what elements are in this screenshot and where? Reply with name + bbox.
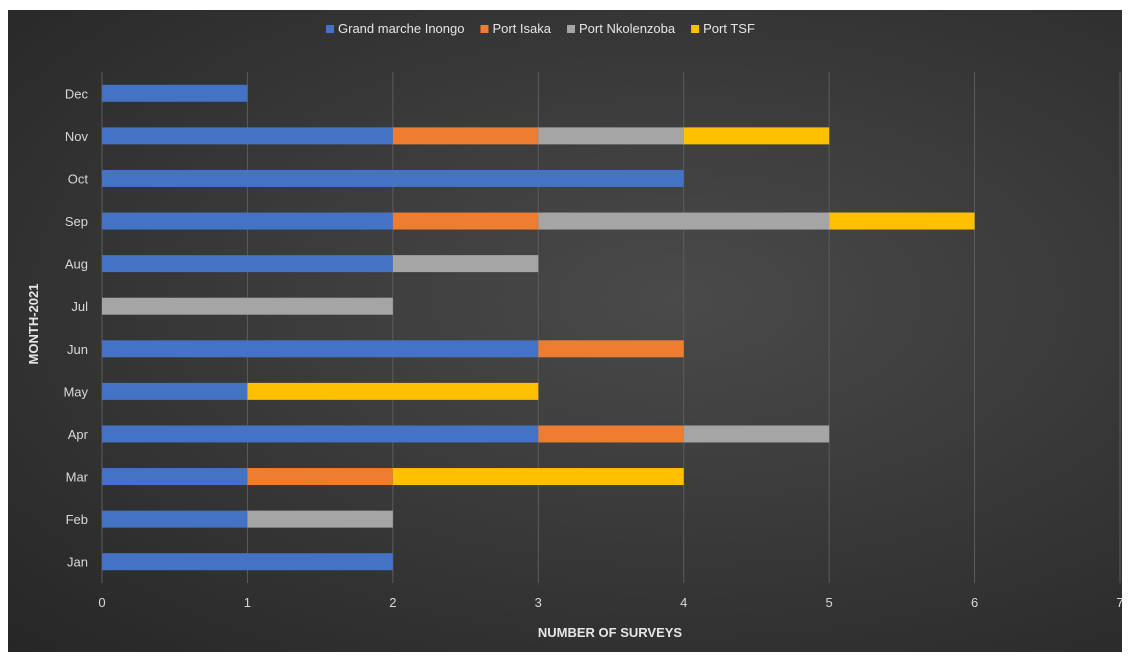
- x-tick-label: 5: [826, 595, 833, 610]
- legend-swatch: [567, 25, 575, 33]
- y-tick-label: Jul: [71, 299, 88, 314]
- legend-label: Port TSF: [703, 21, 755, 36]
- bar-segment: [392, 468, 684, 486]
- bar-segment: [102, 127, 393, 145]
- x-axis-title: NUMBER OF SURVEYS: [538, 625, 683, 640]
- x-tick-label: 6: [971, 595, 978, 610]
- stacked-bar-chart: Grand marche Inongo Port Isaka Port Nkolen…: [26, 21, 1124, 640]
- legend-label: Port Nkolenzoba: [579, 21, 676, 36]
- x-tick-label: 2: [389, 595, 396, 610]
- bar-segment: [102, 169, 684, 187]
- legend-label: Grand marche Inongo: [338, 21, 464, 36]
- bar-segment: [102, 553, 393, 571]
- y-tick-label: Jan: [67, 555, 88, 570]
- gridlines: [101, 72, 1121, 583]
- x-tick-label: 3: [535, 595, 542, 610]
- y-axis-title: MONTH-2021: [26, 284, 41, 365]
- bar-segment: [683, 425, 830, 443]
- y-tick-label: Aug: [65, 257, 88, 272]
- bar-segment: [102, 255, 393, 273]
- y-tick-label: Feb: [66, 512, 88, 527]
- bar-segment: [102, 468, 248, 486]
- bar-segment: [102, 382, 248, 400]
- bar-segment: [683, 127, 830, 145]
- x-tick-label: 0: [98, 595, 105, 610]
- bar-segment: [247, 468, 393, 486]
- bar-segment: [538, 340, 684, 358]
- bar-segment: [247, 382, 539, 400]
- legend-label: Port Isaka: [492, 21, 551, 36]
- bar-segment: [102, 212, 393, 230]
- legend-swatch: [691, 25, 700, 33]
- bar-segment: [538, 127, 684, 145]
- bar-segment: [392, 212, 539, 230]
- bar-segment: [538, 425, 684, 443]
- bar-segment: [102, 340, 539, 358]
- legend-swatch: [326, 25, 334, 33]
- legend-swatch: [480, 25, 489, 33]
- x-tick-label: 4: [680, 595, 687, 610]
- bar-segment: [102, 84, 248, 102]
- y-tick-label: May: [63, 384, 88, 399]
- y-tick-label: Dec: [65, 86, 89, 101]
- bar-segment: [538, 212, 830, 230]
- chart-frame: Grand marche Inongo Port Isaka Port Nkolen…: [8, 10, 1124, 652]
- x-tick-labels: 0 1 2 3 4 5 6 7: [98, 595, 1123, 610]
- bar-segment: [392, 255, 539, 273]
- x-tick-label: 7: [1116, 595, 1122, 610]
- bar-segment: [102, 510, 248, 528]
- bar-segment: [829, 212, 975, 230]
- y-tick-label: Sep: [65, 214, 88, 229]
- y-tick-labels: Jan Feb Mar Apr May Jun Jul Aug Sep Oct Nov Dec: [63, 86, 88, 569]
- legend: Grand marche Inongo Port Isaka Port Nkolen…: [326, 21, 755, 36]
- y-tick-label: Apr: [68, 427, 89, 442]
- x-tick-label: 1: [244, 595, 251, 610]
- y-tick-label: Jun: [67, 342, 88, 357]
- y-tick-label: Nov: [65, 129, 89, 144]
- bar-segment: [392, 127, 539, 145]
- bars: [102, 84, 975, 571]
- y-tick-label: Mar: [66, 470, 89, 485]
- bar-segment: [247, 510, 393, 528]
- y-tick-label: Oct: [68, 171, 89, 186]
- bar-segment: [102, 297, 393, 315]
- bar-segment: [102, 425, 539, 443]
